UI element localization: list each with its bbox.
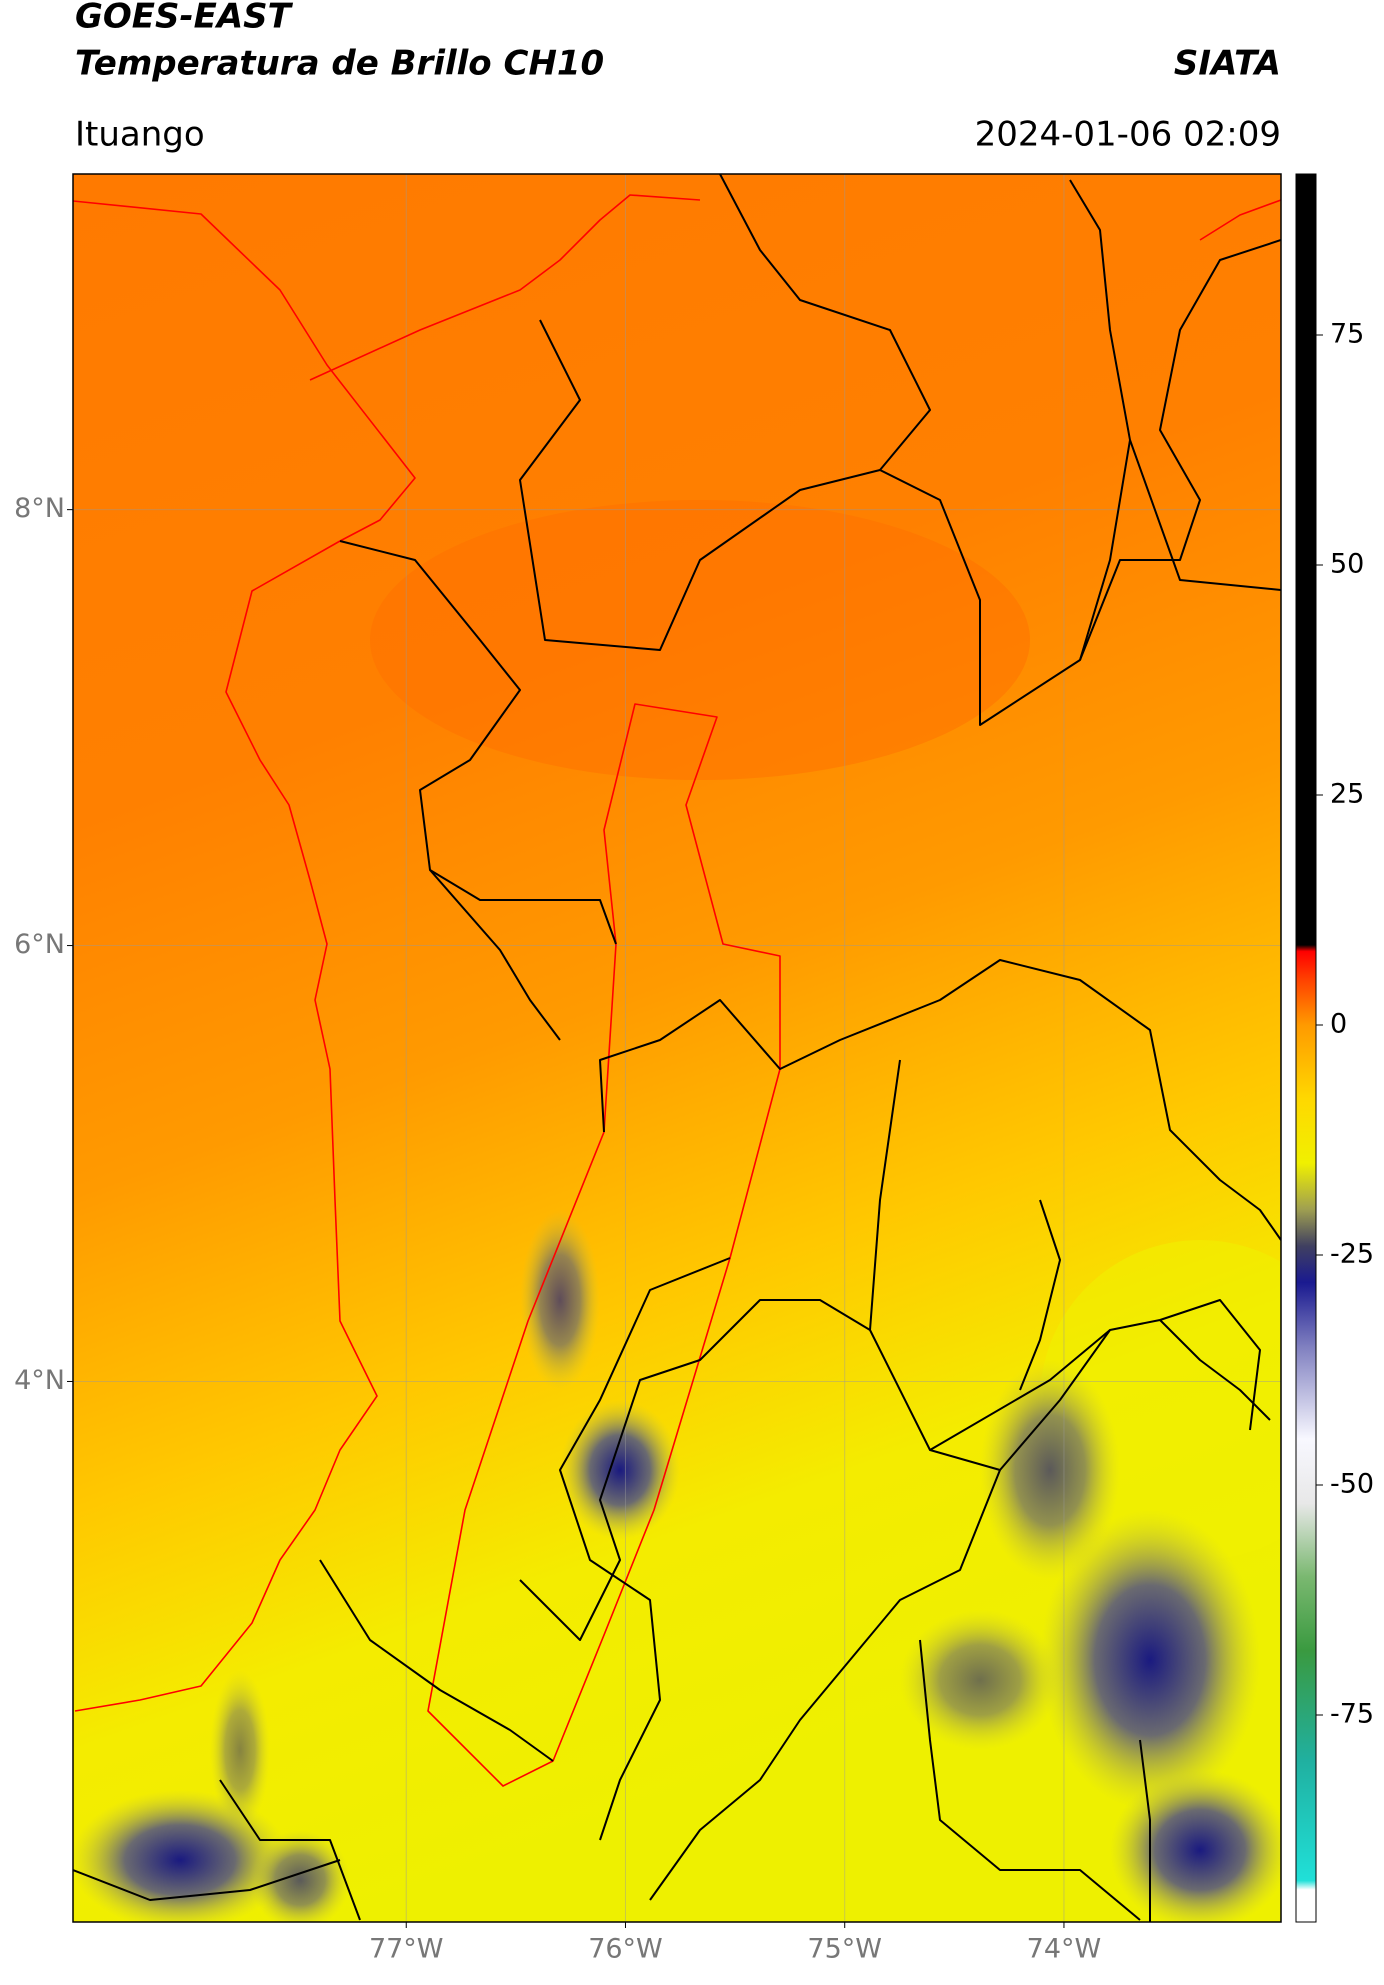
colorbar: 75 50 25 0 -25 -50 -75: [1295, 173, 1374, 1923]
colorbar-tick-label: 50: [1330, 549, 1364, 580]
title: GOES-EAST: [75, 0, 294, 37]
boundaries: [73, 174, 1281, 1922]
x-tick-label: 74°W: [1027, 1934, 1102, 1965]
x-tick-label: 77°W: [369, 1934, 444, 1965]
colorbar-tick-label: -75: [1330, 1699, 1374, 1730]
map-frame: [72, 173, 1282, 1923]
colorbar-tick-label: 25: [1330, 779, 1364, 810]
x-tick-label: 76°W: [588, 1934, 663, 1965]
map-field: [73, 174, 1281, 1922]
colorbar-tick-label: 75: [1330, 319, 1364, 350]
subtitle: Temperatura de Brillo CH10: [75, 44, 604, 84]
y-tick-label: 6°N: [14, 929, 65, 960]
location: Ituango: [75, 115, 205, 155]
colorbar-tick-label: 0: [1330, 1009, 1347, 1040]
brand: SIATA: [1174, 44, 1281, 84]
grid: [73, 174, 1281, 1922]
colorbar-tick-label: -25: [1330, 1239, 1374, 1270]
y-tick-label: 4°N: [14, 1365, 65, 1396]
y-tick-label: 8°N: [14, 493, 65, 524]
colorbar-tick-label: -50: [1330, 1469, 1374, 1500]
colorbar-scale: [1295, 173, 1317, 1923]
datetime: 2024-01-06 02:09: [975, 115, 1281, 155]
x-tick-label: 75°W: [807, 1934, 882, 1965]
